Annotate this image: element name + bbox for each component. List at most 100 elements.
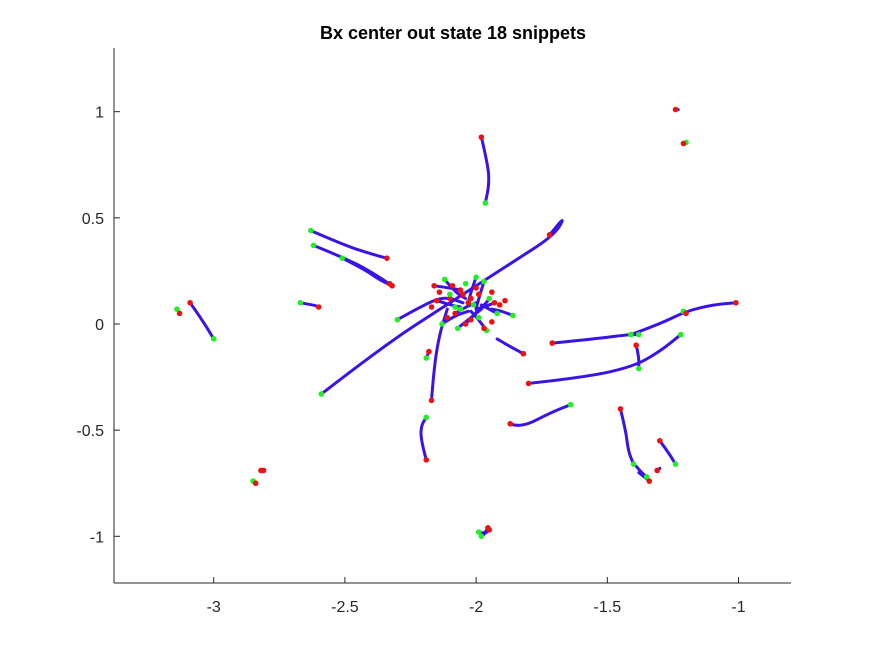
end-point-marker <box>646 478 653 484</box>
trajectory-line <box>634 464 649 479</box>
end-point-marker <box>176 310 183 317</box>
start-point-marker <box>510 312 516 319</box>
end-point-marker <box>478 134 485 140</box>
trajectory-line <box>629 301 738 337</box>
start-point-marker <box>210 336 217 342</box>
end-point-marker <box>475 291 482 298</box>
start-point-marker <box>452 304 458 310</box>
end-point-marker <box>654 467 660 474</box>
end-point-marker <box>468 295 474 302</box>
start-point-marker <box>310 242 317 249</box>
end-point-marker <box>656 437 663 444</box>
end-point-marker <box>428 304 435 310</box>
end-point-marker <box>460 291 466 298</box>
start-point-marker <box>475 529 482 535</box>
start-point-marker <box>441 276 448 283</box>
start-point-marker <box>318 391 325 397</box>
y-tick-label: 0 <box>95 317 104 334</box>
trajectory-line <box>479 135 491 205</box>
y-tick-label: 1 <box>95 105 104 122</box>
end-point-marker <box>683 310 689 317</box>
trajectory-line <box>658 439 677 466</box>
start-point-marker <box>475 314 482 321</box>
end-point-marker <box>489 289 495 295</box>
end-point-marker <box>447 295 453 302</box>
start-point-marker <box>462 280 469 287</box>
trajectory-line <box>440 309 470 326</box>
end-point-marker <box>502 297 508 304</box>
end-point-marker <box>452 310 458 317</box>
y-tick-label: -0.5 <box>76 423 104 440</box>
start-point-marker <box>494 310 500 317</box>
end-point-marker <box>489 319 495 325</box>
start-point-marker <box>636 365 642 372</box>
end-point-marker <box>444 314 451 321</box>
start-point-marker <box>482 200 489 206</box>
start-point-marker <box>636 331 642 338</box>
end-point-marker <box>617 406 624 412</box>
start-point-marker <box>174 306 180 312</box>
trajectory-line <box>419 415 428 462</box>
x-tick-label: -3 <box>207 599 221 616</box>
end-point-marker <box>473 285 479 291</box>
axes <box>113 48 791 584</box>
end-point-marker <box>260 467 267 474</box>
start-point-marker <box>567 401 574 408</box>
start-point-marker <box>630 461 637 467</box>
end-point-marker <box>468 316 474 323</box>
end-point-marker <box>436 289 443 295</box>
start-point-marker <box>454 325 461 332</box>
start-point-marker <box>423 414 430 421</box>
end-point-marker <box>457 287 464 293</box>
chart-title: Bx center out state 18 snippets <box>320 23 586 43</box>
start-point-marker <box>308 227 314 234</box>
end-point-marker <box>386 280 393 287</box>
y-ticks: -1 -0.5 0 0.5 1 <box>76 105 120 546</box>
end-point-marker <box>733 299 739 306</box>
end-point-marker <box>462 321 469 327</box>
x-ticks: -3 -2.5 -2 -1.5 -1 <box>207 577 746 616</box>
x-tick-label: -1 <box>731 599 745 616</box>
trajectory-line <box>495 337 525 356</box>
end-point-marker <box>672 106 679 113</box>
start-point-marker <box>643 474 650 480</box>
start-point-marker <box>457 306 464 312</box>
x-tick-label: -1.5 <box>594 599 622 616</box>
end-point-marker <box>633 342 639 349</box>
end-point-marker <box>449 282 456 289</box>
trajectory-line <box>298 301 321 309</box>
start-point-marker <box>478 533 485 540</box>
start-point-marker <box>394 316 401 323</box>
end-point-marker <box>433 297 440 304</box>
trajectory-line <box>432 284 462 292</box>
end-point-marker <box>252 480 259 487</box>
end-point-marker <box>486 527 493 533</box>
end-point-marker <box>491 299 498 306</box>
x-tick-label: -2 <box>469 599 483 616</box>
end-point-marker <box>549 340 556 346</box>
y-tick-label: -1 <box>90 529 104 546</box>
start-point-marker <box>297 299 304 306</box>
start-point-marker <box>672 461 679 467</box>
end-point-marker <box>465 299 472 306</box>
end-point-marker <box>496 302 503 308</box>
trajectory-line <box>618 407 636 466</box>
trajectory-line <box>309 229 389 260</box>
y-tick-label: 0.5 <box>82 211 104 228</box>
marker-layer <box>174 106 739 540</box>
start-point-marker <box>339 255 346 261</box>
end-point-marker <box>431 282 437 289</box>
end-point-marker <box>187 299 193 306</box>
trajectory-line <box>319 219 564 396</box>
end-point-marker <box>428 397 435 404</box>
end-point-marker <box>546 232 553 238</box>
start-point-marker <box>486 295 493 302</box>
trajectory-line <box>508 403 573 427</box>
end-point-marker <box>520 350 527 357</box>
end-point-marker <box>384 255 390 261</box>
start-point-marker <box>628 331 634 338</box>
end-point-marker <box>507 420 514 427</box>
trajectory-line <box>340 256 391 287</box>
